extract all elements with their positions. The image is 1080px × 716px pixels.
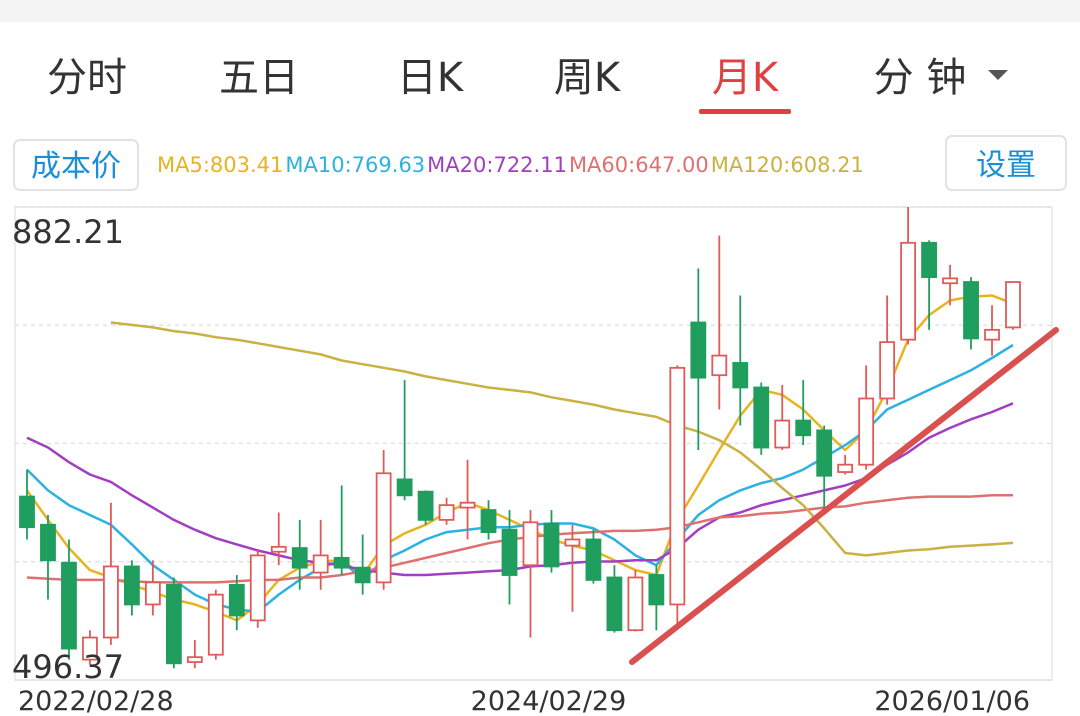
candle-body <box>82 636 98 661</box>
candle-body <box>837 463 854 473</box>
legend-entry: MA120:608.21 <box>711 153 864 177</box>
candle-body <box>144 581 161 606</box>
candle-body <box>165 583 182 665</box>
axis-labels: 496.37 882.21 2022/02/28 2024/02/29 2026/01/… <box>12 213 1030 716</box>
legend-entry: MA10:769.63 <box>285 153 425 177</box>
candle-body <box>522 521 539 567</box>
candle-body <box>459 501 476 509</box>
candle-body <box>795 419 812 437</box>
candle-body <box>627 576 644 632</box>
y-tick-label: 496.37 <box>12 648 124 686</box>
candle-body <box>816 429 833 477</box>
settings-button-label[interactable]: 设置 <box>976 148 1036 183</box>
candle-body <box>774 419 791 449</box>
candle-body <box>942 277 958 285</box>
candle-body <box>900 241 917 341</box>
cost-button[interactable] <box>13 139 139 191</box>
y-tick-label: 882.21 <box>12 213 124 251</box>
tab[interactable]: 月K <box>712 55 780 101</box>
candle-body <box>564 538 581 547</box>
moving-averages <box>25 294 1014 622</box>
candle-body <box>858 397 875 466</box>
ma-line <box>110 321 1014 557</box>
candle-body <box>690 321 707 379</box>
tab-bar: 分时 五日 日K 周K 月K 分 钟 <box>47 55 966 114</box>
status-strip <box>0 0 1080 22</box>
candle-body <box>438 504 455 521</box>
candle-body <box>186 656 203 663</box>
candle-body <box>40 523 56 562</box>
tab[interactable]: 分时 <box>47 55 127 101</box>
candle-body <box>711 354 728 377</box>
candle-body <box>543 522 560 568</box>
candle-body <box>375 472 392 584</box>
candle-body <box>585 538 602 581</box>
candle-body <box>207 593 224 656</box>
ma-line <box>26 402 1014 577</box>
candle-body <box>270 545 287 553</box>
candle-body <box>648 574 665 606</box>
candle-body <box>921 241 937 279</box>
cost-button-label[interactable]: 成本价 <box>31 149 121 184</box>
trend-line <box>629 327 1059 665</box>
legend-entry: MA60:647.00 <box>569 153 709 177</box>
tab[interactable]: 分 钟 <box>874 55 967 101</box>
candle-body <box>61 561 77 650</box>
candle-body <box>354 566 371 584</box>
candle-body <box>501 528 518 576</box>
candle-body <box>312 554 329 574</box>
candle-body <box>19 495 35 529</box>
candle-body <box>669 366 686 606</box>
candle-body <box>480 509 497 534</box>
tab[interactable]: 周K <box>554 55 622 101</box>
candle-body <box>396 478 413 497</box>
candles <box>19 207 1021 669</box>
x-tick-label: 2024/02/29 <box>471 686 627 716</box>
candle-body <box>753 386 770 449</box>
settings-button[interactable] <box>945 135 1067 191</box>
candle-body <box>879 341 896 400</box>
x-tick-label: 2022/02/28 <box>18 686 174 716</box>
active-tab-underline <box>699 109 791 114</box>
candle-body <box>963 281 979 340</box>
candle-body <box>123 565 140 606</box>
candle-body <box>1005 281 1021 329</box>
legend: MA5:803.41 MA10:769.63 MA20:722.11 MA60:647… <box>157 153 864 177</box>
tab[interactable]: 五日 <box>219 55 299 101</box>
candle-body <box>984 328 1000 341</box>
candle-body <box>228 583 245 617</box>
ma-line <box>26 343 1014 614</box>
legend-entry: MA20:722.11 <box>427 153 567 177</box>
candle-body <box>249 554 266 622</box>
candle-body <box>732 362 749 389</box>
x-tick-label: 2026/01/06 <box>874 686 1030 716</box>
candle-body <box>417 490 434 521</box>
candle-body <box>606 576 623 632</box>
grid <box>15 206 1052 681</box>
legend-entry: MA5:803.41 <box>157 153 283 177</box>
candle-body <box>291 547 308 569</box>
ma-line <box>26 494 1013 584</box>
dropdown-arrow[interactable] <box>988 70 1008 80</box>
candle-body <box>103 565 119 639</box>
tab[interactable]: 日K <box>397 55 465 101</box>
candle-body <box>333 556 350 569</box>
